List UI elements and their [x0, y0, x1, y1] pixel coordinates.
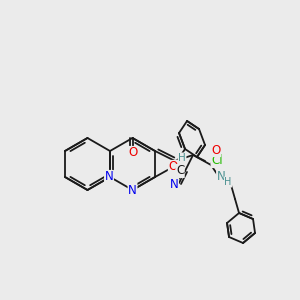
Text: O: O: [168, 160, 178, 173]
Text: N: N: [128, 184, 137, 196]
Text: N: N: [170, 178, 178, 190]
Text: O: O: [212, 143, 221, 157]
Text: O: O: [128, 146, 137, 160]
Text: C: C: [176, 164, 184, 178]
Text: Cl: Cl: [211, 154, 223, 167]
Text: N: N: [105, 170, 113, 184]
Text: N: N: [217, 170, 225, 184]
Text: H: H: [178, 153, 186, 163]
Text: H: H: [224, 177, 232, 187]
